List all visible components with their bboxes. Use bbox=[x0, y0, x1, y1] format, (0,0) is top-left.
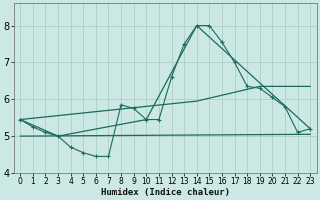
X-axis label: Humidex (Indice chaleur): Humidex (Indice chaleur) bbox=[101, 188, 230, 197]
